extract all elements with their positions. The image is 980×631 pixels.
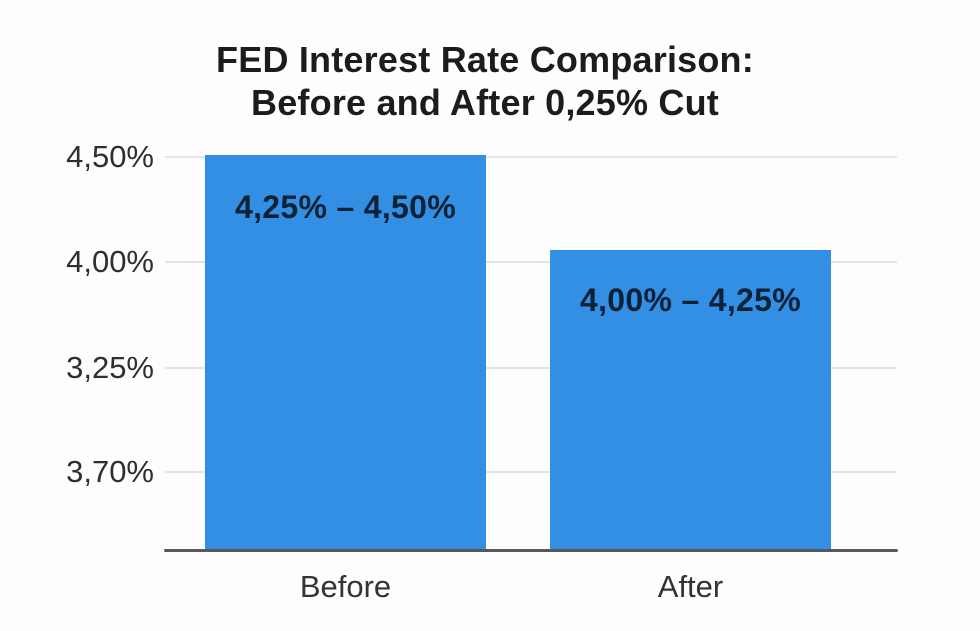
y-tick-label-2: 4,00%: [66, 244, 154, 279]
gridline-3-25: [165, 367, 897, 369]
bar-before: [205, 155, 486, 550]
bar-after-range-label: 4,00% – 4,25%: [580, 282, 801, 318]
x-category-label-after: After: [657, 569, 724, 604]
bar-before-range-label: 4,25% – 4,50%: [235, 189, 456, 225]
x-axis-line: [164, 549, 898, 552]
chart-title-line-1: FED Interest Rate Comparison:: [216, 39, 754, 80]
x-category-label-before: Before: [299, 569, 392, 604]
gridline-4-50: [165, 156, 897, 158]
gridline-4-00: [165, 261, 897, 263]
y-tick-label-3: 3,25%: [66, 350, 154, 385]
gridline-3-70: [165, 471, 897, 473]
chart-title-line-2: Before and After 0,25% Cut: [251, 82, 719, 123]
y-tick-label-4: 3,70%: [66, 454, 154, 489]
bar-after: [550, 250, 831, 550]
chart-title: FED Interest Rate Comparison: Before and…: [0, 38, 970, 124]
y-tick-label-1: 4,50%: [66, 139, 154, 174]
